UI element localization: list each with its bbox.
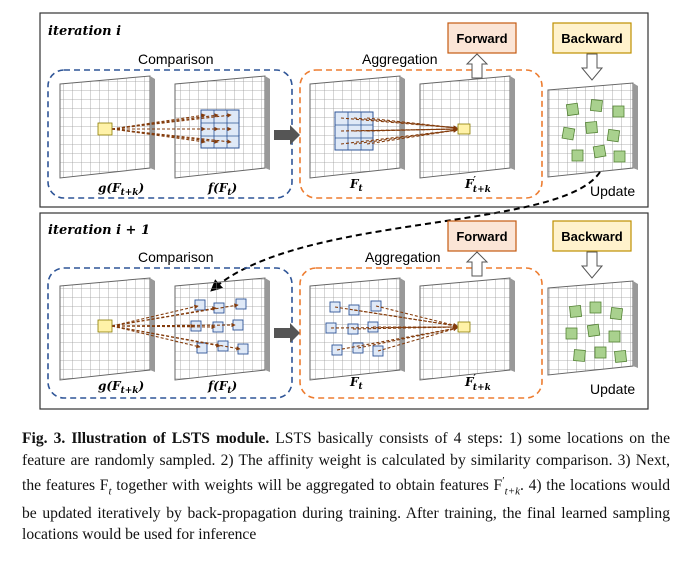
caption-body3: . 4) the locations would be updated iter… — [22, 477, 670, 544]
panel-frame — [39, 212, 649, 410]
forward-box — [447, 220, 517, 252]
comparison-arrows — [111, 303, 241, 351]
backward-box — [552, 22, 632, 54]
figure-caption: Fig. 3. Illustration of LSTS module. LST… — [22, 428, 670, 546]
backward-label: Backward — [561, 31, 622, 46]
panel-iteration-i-plus-1: iteration i + 1 Comparison Aggregation — [39, 212, 649, 410]
feature-grid-g — [59, 277, 155, 381]
panel-title: iteration i — [48, 24, 121, 39]
grid-label-g: g(Ft+k) — [98, 181, 144, 198]
grid-label-f: f(Ft) — [207, 379, 237, 396]
step-arrow — [274, 323, 300, 343]
forward-arrow — [465, 251, 489, 277]
feature-grid-f — [174, 75, 270, 179]
backward-arrow — [580, 251, 604, 279]
update-grid — [547, 280, 638, 376]
caption-sub-t: t — [108, 485, 112, 498]
sample-point — [97, 122, 113, 136]
forward-label: Forward — [456, 229, 507, 244]
caption-lead: Fig. 3. Illustration of LSTS module. — [22, 430, 270, 447]
grid-label-ftk: F′ t+k — [464, 176, 491, 195]
comparison-label: Comparison — [138, 51, 213, 67]
feature-grid-ftk — [419, 277, 515, 381]
caption-body2: together with weights will be aggregated… — [111, 477, 503, 495]
feature-grid-ft — [309, 277, 405, 381]
feature-grid-ft — [309, 75, 405, 179]
lsts-figure: iteration i Comparison Aggregation — [39, 12, 649, 410]
aggregation-arrows — [330, 305, 458, 352]
backward-label: Backward — [561, 229, 622, 244]
grid-label-f: f(Ft) — [207, 181, 237, 198]
grid-label-ft: Ft — [349, 375, 364, 392]
caption-body: LSTS basically consists of 4 steps: 1) s… — [22, 430, 670, 495]
aggregation-region — [299, 69, 543, 199]
aggregation-label: Aggregation — [365, 249, 441, 265]
forward-arrow — [465, 53, 489, 79]
comparison-label: Comparison — [138, 249, 213, 265]
feature-grid-ftk — [419, 75, 515, 179]
backward-box — [552, 220, 632, 252]
caption-prime: ′ — [502, 475, 505, 487]
grid-label-ftk: F′ t+k — [464, 374, 491, 393]
backward-arrow — [580, 53, 604, 81]
feature-grid-f — [174, 277, 270, 381]
update-grid — [547, 82, 638, 178]
caption-sub-tk: t+k — [504, 485, 521, 498]
step-arrow — [274, 125, 300, 145]
panel-iteration-i: iteration i Comparison Aggregation — [39, 12, 649, 208]
forward-label: Forward — [456, 31, 507, 46]
feature-grid-g — [59, 75, 155, 179]
forward-box — [447, 22, 517, 54]
panel-title: iteration i + 1 — [48, 223, 150, 238]
update-feedback-arrow — [210, 171, 601, 292]
aggregation-arrows — [340, 117, 458, 145]
comparison-arrows — [111, 113, 232, 144]
grid-label-ft: Ft — [349, 177, 364, 194]
update-label: Update — [590, 183, 635, 199]
aggregation-label: Aggregation — [362, 51, 438, 67]
update-label: Update — [590, 381, 635, 397]
grid-label-g: g(Ft+k) — [98, 379, 144, 396]
